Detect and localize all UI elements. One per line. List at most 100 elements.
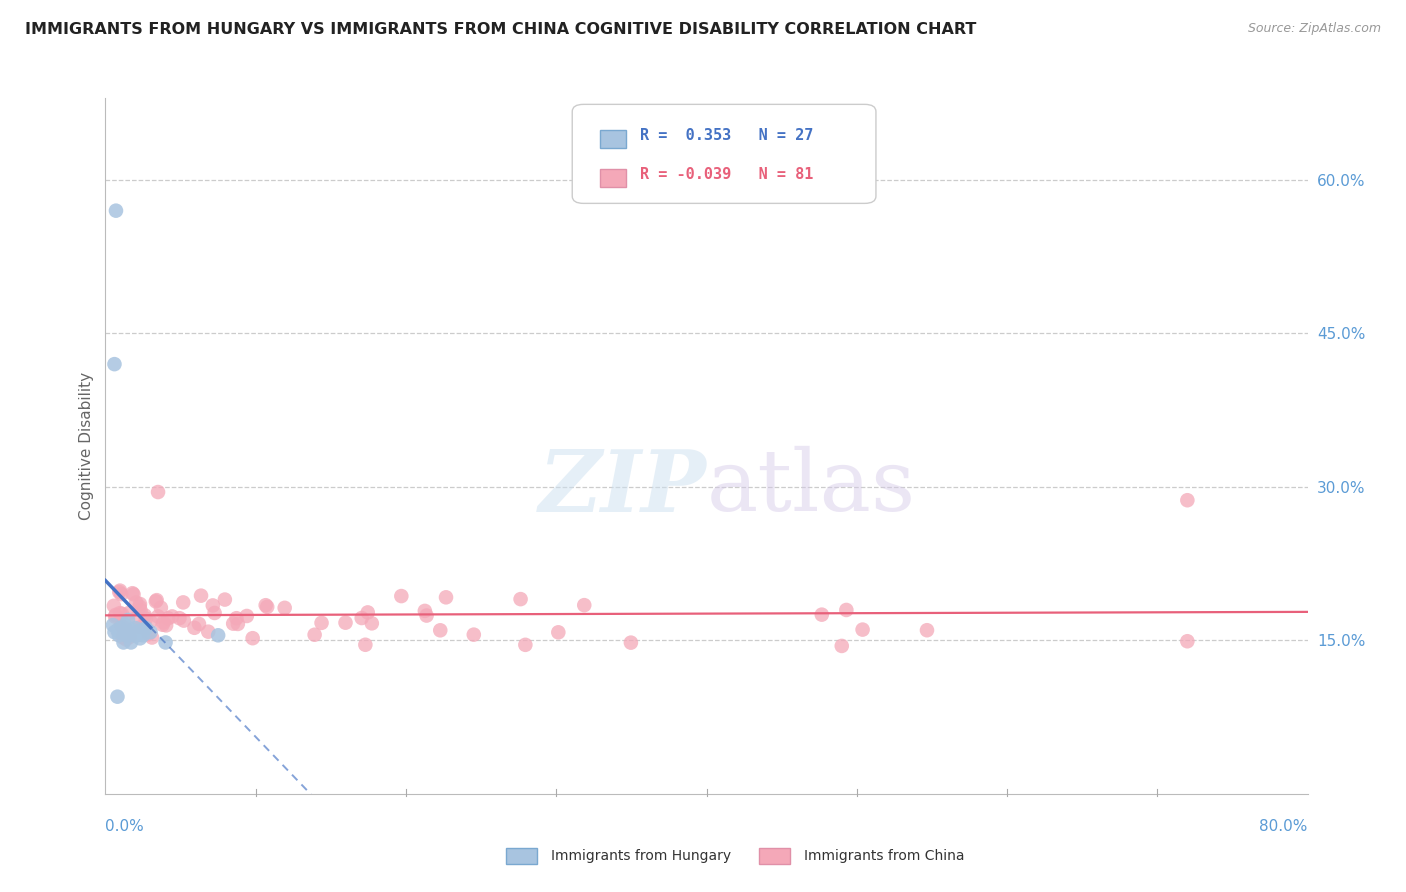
Point: [810, 607, 832, 622]
Point: [125, 628, 148, 642]
Point: [225, 611, 247, 625]
Point: [160, 609, 183, 624]
Point: [145, 594, 167, 608]
Point: [125, 595, 148, 609]
Point: [135, 621, 157, 635]
Point: [115, 632, 138, 647]
Point: [242, 631, 264, 645]
Point: [110, 621, 132, 635]
Point: [103, 357, 125, 371]
Point: [115, 623, 138, 637]
Point: [214, 592, 236, 607]
Point: [304, 628, 326, 642]
Point: [413, 604, 436, 618]
Point: [103, 625, 125, 640]
Point: [122, 628, 145, 642]
Point: [463, 627, 485, 641]
Point: [256, 599, 278, 614]
Point: [108, 628, 131, 642]
Text: Immigrants from Hungary: Immigrants from Hungary: [551, 849, 731, 863]
Point: [128, 625, 150, 640]
Point: [149, 600, 172, 615]
Point: [138, 627, 160, 641]
Point: [129, 620, 152, 634]
Point: [114, 618, 136, 632]
Point: [115, 622, 138, 636]
Point: [139, 625, 162, 640]
Point: [145, 593, 167, 607]
Point: [415, 608, 437, 623]
Point: [509, 592, 531, 607]
Point: [111, 607, 134, 621]
Point: [157, 611, 180, 625]
Point: [155, 618, 177, 632]
Point: [107, 690, 129, 704]
Point: [350, 611, 373, 625]
Point: [135, 612, 157, 626]
Point: [204, 606, 226, 620]
Point: [236, 609, 259, 624]
Text: Immigrants from China: Immigrants from China: [804, 849, 965, 863]
Point: [110, 619, 132, 633]
Point: [207, 628, 229, 642]
Point: [515, 638, 537, 652]
Point: [110, 587, 132, 601]
Point: [108, 583, 131, 598]
Point: [129, 632, 152, 646]
Point: [1175, 493, 1198, 508]
Point: [357, 606, 380, 620]
Text: 0.0%: 0.0%: [105, 820, 145, 834]
Point: [429, 624, 451, 638]
Point: [335, 615, 357, 630]
Point: [190, 589, 212, 603]
Point: [169, 611, 191, 625]
Point: [103, 599, 125, 613]
Point: [115, 628, 138, 642]
Point: [131, 623, 153, 637]
Point: [107, 623, 129, 637]
Point: [124, 621, 146, 635]
Point: [118, 628, 141, 642]
Point: [111, 625, 134, 640]
Point: [273, 600, 295, 615]
Point: [108, 585, 131, 599]
Point: [104, 607, 127, 622]
Point: [152, 615, 174, 630]
Point: [226, 616, 249, 631]
Point: [121, 623, 143, 637]
Point: [104, 203, 127, 218]
Point: [354, 638, 377, 652]
Point: [139, 615, 162, 629]
Point: [915, 624, 938, 638]
Text: atlas: atlas: [707, 446, 915, 529]
Point: [620, 635, 643, 649]
Point: [434, 591, 457, 605]
Point: [104, 609, 127, 624]
Point: [574, 598, 596, 612]
Text: R =  0.353   N = 27: R = 0.353 N = 27: [640, 128, 813, 144]
Point: [547, 625, 569, 640]
Point: [112, 635, 135, 649]
Point: [835, 603, 858, 617]
Point: [201, 599, 224, 613]
Point: [118, 606, 141, 620]
Text: IMMIGRANTS FROM HUNGARY VS IMMIGRANTS FROM CHINA COGNITIVE DISABILITY CORRELATIO: IMMIGRANTS FROM HUNGARY VS IMMIGRANTS FR…: [25, 22, 977, 37]
Point: [222, 616, 245, 631]
Point: [120, 635, 142, 649]
Point: [129, 597, 152, 611]
Point: [183, 621, 205, 635]
Point: [134, 608, 156, 623]
Point: [152, 617, 174, 632]
Point: [155, 635, 177, 649]
Point: [188, 616, 211, 631]
Point: [389, 589, 412, 603]
Point: [132, 628, 155, 642]
Point: [141, 631, 163, 645]
Text: ZIP: ZIP: [538, 446, 707, 530]
Point: [831, 639, 853, 653]
Point: [852, 623, 875, 637]
Point: [173, 614, 195, 628]
Point: [360, 616, 382, 631]
Point: [121, 586, 143, 600]
Point: [146, 609, 169, 624]
